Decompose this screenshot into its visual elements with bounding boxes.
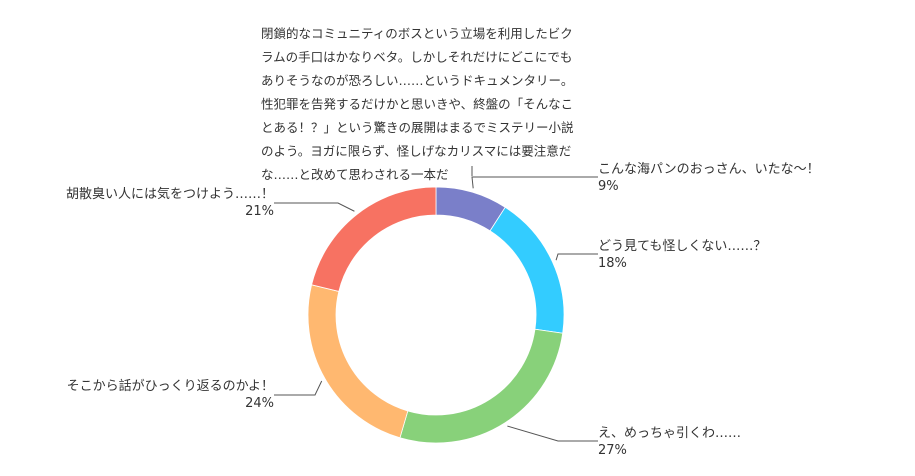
slice-4 [307, 284, 409, 439]
slice-label-line: 性犯罪を告発するだけかと思いきや、終盤の「そんなこ [261, 97, 573, 112]
slice-label-5: 胡散臭い人には気をつけよう……！ [66, 186, 274, 202]
slice-label-4: そこから話がひっくり返るのかよ！ [67, 378, 274, 394]
slice-label-0: 閉鎖的なコミュニティのボスという立場を利用したビクラムの手口はかなりベタ。しかし… [261, 26, 574, 182]
slice-percent-3: 27% [598, 443, 627, 458]
leader-line-2 [555, 253, 598, 261]
leader-line-3 [507, 425, 598, 442]
slice-label-2: どう見ても怪しくない……？ [598, 239, 766, 254]
slice-percent-4: 24% [245, 396, 274, 411]
slice-label-1: こんな海パンのおっさん、いたな〜！ [598, 162, 820, 177]
slice-label-line: のよう。ヨガに限らず、怪しげなカリスマには要注意だ [261, 144, 571, 159]
slice-label-line: とある！？」という驚きの展開はまるでミステリー小説 [261, 120, 574, 135]
slice-label-line: ラムの手口はかなりベタ。しかしそれだけにどこにでも [261, 50, 572, 65]
slice-2 [489, 206, 565, 334]
slice-label-line: ありそうなのが恐ろしい……というドキュメンタリー。 [261, 73, 573, 88]
slice-label-3: え、めっちゃ引くわ…… [598, 426, 741, 441]
leader-line-5 [274, 202, 355, 212]
slice-percent-1: 9% [598, 179, 619, 194]
slice-5 [311, 186, 437, 292]
leader-line-4 [274, 380, 323, 396]
slice-label-line: な……と改めて思わされる一本だ [261, 167, 449, 182]
slice-percent-2: 18% [598, 256, 627, 271]
slice-3 [399, 328, 564, 444]
leader-line-1 [471, 176, 598, 189]
slice-percent-5: 21% [245, 204, 274, 219]
slice-label-line: 閉鎖的なコミュニティのボスという立場を利用したビク [261, 26, 573, 41]
